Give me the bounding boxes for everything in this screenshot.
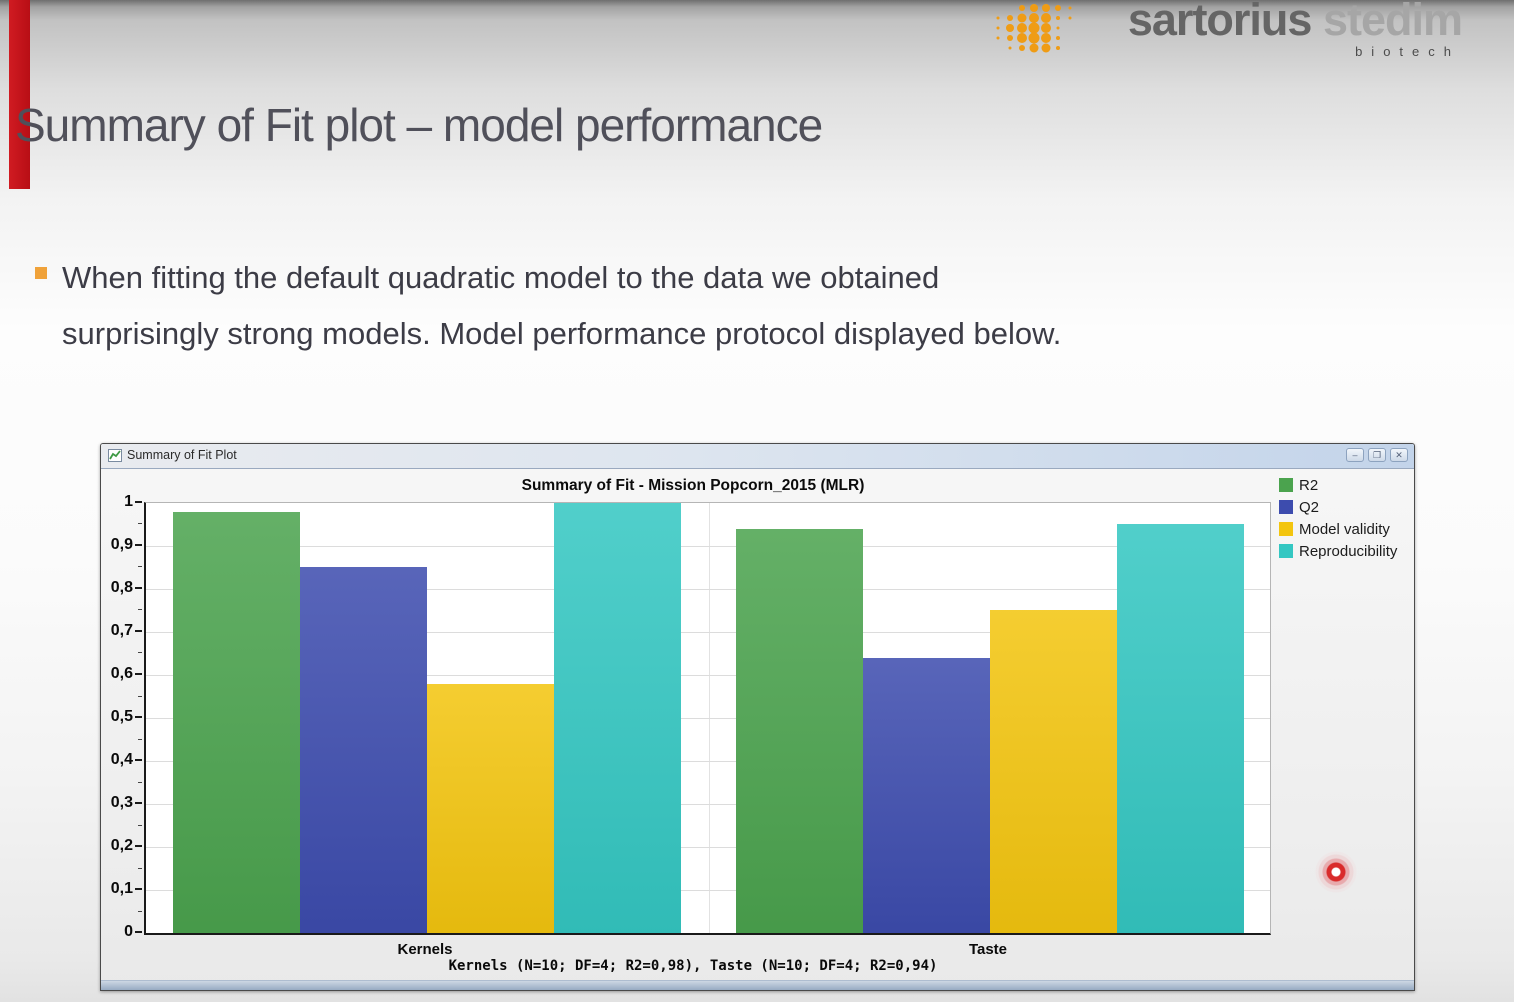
gridline-0,3: [146, 804, 1270, 805]
maximize-button[interactable]: ❐: [1368, 448, 1386, 462]
y-tick-mark: [135, 587, 142, 589]
gridline-0,1: [146, 890, 1270, 891]
y-tick-mark: [135, 544, 142, 546]
y-tick-label: 0,5: [110, 708, 133, 725]
gridline-0,7: [146, 632, 1270, 633]
y-tick-mark: [135, 802, 142, 804]
legend-label: Model validity: [1299, 520, 1390, 538]
legend-item-q2: Q2: [1279, 496, 1397, 518]
y-minor-tick-mark: [138, 825, 142, 826]
bar-kernels-q2: [300, 567, 427, 933]
y-tick-mark: [135, 931, 142, 933]
bar-kernels-model-validity: [427, 684, 554, 933]
y-tick-label: 0,6: [110, 665, 133, 682]
y-axis: 0 0,1 0,2 0,3 0,4 0,5 0,6 0,7 0,8 0,9 1: [101, 494, 142, 940]
legend-label: Reproducibility: [1299, 542, 1398, 560]
legend-swatch: [1279, 478, 1293, 492]
y-tick-label: 0,1: [110, 880, 133, 897]
y-tick-label: 0,7: [110, 622, 133, 639]
bar-taste-reproducibility: [1117, 524, 1244, 933]
bullet-text-line2: surprisingly strong models. Model perfor…: [62, 316, 1062, 351]
bullet-text-line1: When fitting the default quadratic model…: [62, 260, 940, 295]
y-tick-mark: [135, 716, 142, 718]
y-tick-mark: [135, 845, 142, 847]
bar-kernels-reproducibility: [554, 503, 681, 933]
window-titlebar[interactable]: Summary of Fit Plot – ❐ ✕: [101, 444, 1414, 469]
y-minor-tick-mark: [138, 911, 142, 912]
bar-kernels-r2: [173, 512, 300, 933]
y-minor-tick-mark: [138, 739, 142, 740]
y-tick-label: 0: [124, 923, 133, 940]
summary-of-fit-plot-window: Summary of Fit Plot – ❐ ✕ Summary of Fit…: [100, 443, 1415, 991]
gridline-0,9: [146, 546, 1270, 547]
slide-title: Summary of Fit plot – model performance: [15, 99, 823, 151]
logo-word-stedim: stedim: [1311, 0, 1463, 45]
chart-title: Summary of Fit - Mission Popcorn_2015 (M…: [521, 477, 865, 494]
x-category-label-taste: Taste: [968, 941, 1008, 958]
minimize-button[interactable]: –: [1346, 448, 1364, 462]
y-minor-tick-mark: [138, 868, 142, 869]
window-title: Summary of Fit Plot: [127, 448, 237, 462]
y-tick-label: 0,9: [110, 536, 133, 553]
y-tick-mark: [135, 630, 142, 632]
close-button[interactable]: ✕: [1390, 448, 1408, 462]
plot-area: [144, 502, 1271, 935]
y-tick-mark: [135, 673, 142, 675]
bar-taste-q2: [863, 658, 990, 933]
y-tick-label: 0,8: [110, 579, 133, 596]
bar-taste-r2: [736, 529, 863, 933]
legend-swatch: [1279, 544, 1293, 558]
gridline-0,8: [146, 589, 1270, 590]
gridline-0,4: [146, 761, 1270, 762]
gridline-0,6: [146, 675, 1270, 676]
bullet-text: When fitting the default quadratic model…: [62, 250, 1402, 362]
chart-window-icon: [108, 449, 122, 462]
bar-taste-model-validity: [990, 610, 1117, 933]
y-minor-tick-mark: [138, 782, 142, 783]
legend-label: R2: [1299, 476, 1319, 494]
y-minor-tick-mark: [138, 523, 142, 524]
gridline-0,2: [146, 847, 1270, 848]
y-tick-mark: [135, 759, 142, 761]
y-tick-mark: [135, 888, 142, 890]
company-logo: sartorius stedim biotech: [992, 0, 1463, 70]
y-tick-label: 0,2: [110, 837, 133, 854]
gridline-0,5: [146, 718, 1270, 719]
y-tick-label: 1: [124, 493, 133, 510]
logo-word-sartorius: sartorius: [1127, 0, 1313, 45]
chart-footnote: Kernels (N=10; DF=4; R2=0,98), Taste (N=…: [448, 958, 938, 974]
laser-pointer-dot: [1315, 851, 1357, 893]
y-tick-label: 0,3: [110, 794, 133, 811]
y-minor-tick-mark: [138, 652, 142, 653]
y-tick-label: 0,4: [110, 751, 133, 768]
legend-swatch: [1279, 522, 1293, 536]
y-minor-tick-mark: [138, 609, 142, 610]
logo-wordmark: sartorius stedim: [1127, 0, 1463, 46]
legend-label: Q2: [1299, 498, 1320, 516]
window-buttons: – ❐ ✕: [1346, 448, 1408, 462]
legend-item-model-validity: Model validity: [1279, 518, 1397, 540]
legend-item-r2: R2: [1279, 474, 1397, 496]
y-tick-mark: [135, 501, 142, 503]
red-accent-bar: [9, 0, 30, 189]
bullet-marker: [35, 267, 47, 279]
logo-tagline: biotech: [1355, 44, 1460, 59]
window-bottom-edge: [101, 980, 1414, 990]
x-category-label-kernels: Kernels: [397, 941, 453, 958]
logo-dots-icon: [996, 4, 1072, 53]
y-minor-tick-mark: [138, 696, 142, 697]
legend-swatch: [1279, 500, 1293, 514]
y-minor-tick-mark: [138, 566, 142, 567]
chart-legend: R2 Q2 Model validity Reproducibility: [1279, 474, 1397, 562]
legend-item-reproducibility: Reproducibility: [1279, 540, 1397, 562]
